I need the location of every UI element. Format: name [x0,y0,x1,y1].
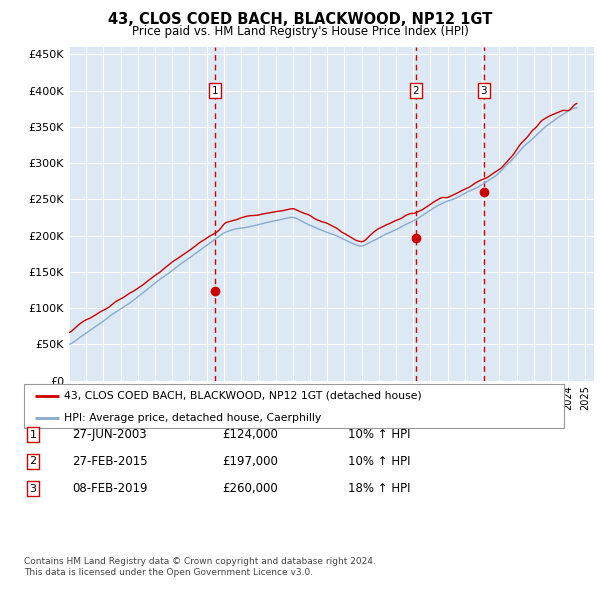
Text: HPI: Average price, detached house, Caerphilly: HPI: Average price, detached house, Caer… [65,413,322,423]
Text: 3: 3 [481,86,487,96]
Text: 3: 3 [29,484,37,493]
Text: 43, CLOS COED BACH, BLACKWOOD, NP12 1GT: 43, CLOS COED BACH, BLACKWOOD, NP12 1GT [108,12,492,27]
Text: 1: 1 [29,430,37,440]
Text: 2: 2 [29,457,37,466]
Text: £260,000: £260,000 [222,482,278,495]
Text: £197,000: £197,000 [222,455,278,468]
Text: This data is licensed under the Open Government Licence v3.0.: This data is licensed under the Open Gov… [24,568,313,577]
Text: 27-JUN-2003: 27-JUN-2003 [72,428,146,441]
Text: £124,000: £124,000 [222,428,278,441]
Text: Contains HM Land Registry data © Crown copyright and database right 2024.: Contains HM Land Registry data © Crown c… [24,558,376,566]
Text: 18% ↑ HPI: 18% ↑ HPI [348,482,410,495]
Text: 2: 2 [413,86,419,96]
Text: Price paid vs. HM Land Registry's House Price Index (HPI): Price paid vs. HM Land Registry's House … [131,25,469,38]
Text: 43, CLOS COED BACH, BLACKWOOD, NP12 1GT (detached house): 43, CLOS COED BACH, BLACKWOOD, NP12 1GT … [65,391,422,401]
Text: 10% ↑ HPI: 10% ↑ HPI [348,455,410,468]
Text: 1: 1 [212,86,218,96]
Text: 08-FEB-2019: 08-FEB-2019 [72,482,148,495]
Text: 27-FEB-2015: 27-FEB-2015 [72,455,148,468]
Text: 10% ↑ HPI: 10% ↑ HPI [348,428,410,441]
